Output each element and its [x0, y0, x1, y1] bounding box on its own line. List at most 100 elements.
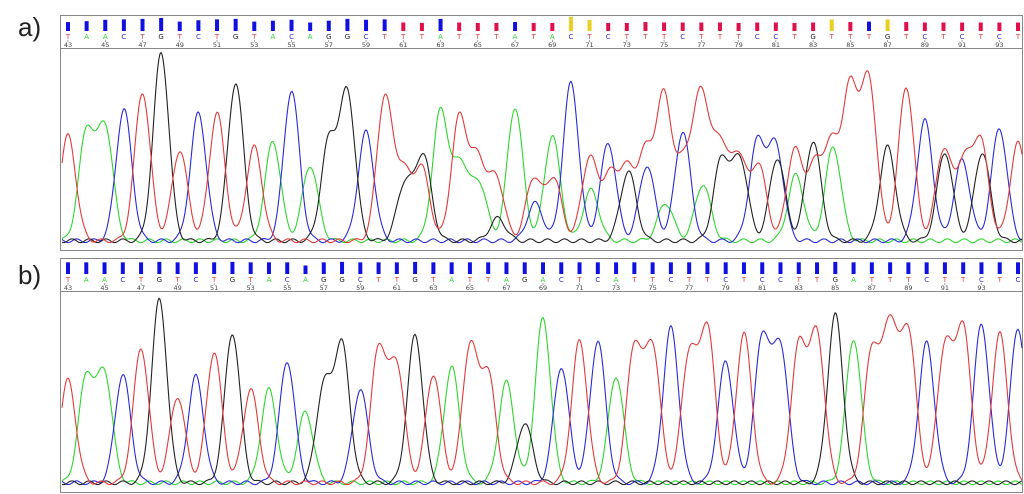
quality-bar	[84, 21, 89, 31]
base-call-letter: T	[978, 33, 984, 41]
quality-bar	[941, 22, 946, 31]
base-call-letter: A	[614, 276, 619, 284]
quality-bar	[778, 262, 783, 274]
quality-bar	[382, 19, 387, 31]
base-call-letter: C	[680, 33, 685, 41]
quality-bar	[84, 262, 89, 274]
base-call-letter: C	[960, 33, 965, 41]
quality-bar	[568, 19, 573, 31]
quality-bar	[680, 22, 685, 31]
quality-bar	[504, 262, 509, 274]
quality-bar	[140, 18, 145, 31]
quality-bar	[815, 262, 820, 274]
base-call-letter: T	[467, 276, 473, 284]
quality-bar	[438, 18, 443, 31]
base-call-letter: A	[438, 33, 443, 41]
base-call-letter: T	[791, 33, 797, 41]
quality-bar	[961, 262, 966, 274]
position-label: 53	[250, 41, 258, 49]
quality-bar	[942, 262, 947, 274]
quality-bar	[449, 262, 454, 274]
quality-bar	[230, 261, 235, 274]
base-call-letter: T	[717, 33, 723, 41]
position-label: 91	[941, 284, 949, 292]
position-label: 43	[64, 41, 72, 49]
quality-bar	[121, 19, 126, 31]
base-call-letter: G	[157, 276, 162, 284]
quality-bar	[431, 262, 436, 274]
base-call-letter: A	[513, 33, 518, 41]
position-label: 43	[64, 284, 72, 292]
base-call-letter: T	[456, 33, 462, 41]
base-call-letter: A	[103, 33, 108, 41]
quality-bar	[252, 21, 257, 31]
quality-bar	[139, 262, 144, 274]
position-label: 57	[325, 41, 333, 49]
quality-bar	[736, 22, 741, 31]
quality-bar	[541, 262, 545, 274]
quality-bar	[699, 22, 704, 31]
position-label: 67	[511, 41, 519, 49]
position-label: 73	[612, 284, 620, 292]
quality-bar	[413, 261, 418, 274]
base-call-letter: G	[810, 33, 815, 41]
quality-bar	[796, 262, 801, 274]
quality-bar	[906, 262, 911, 274]
base-call-letter: T	[419, 33, 425, 41]
position-label: 53	[247, 284, 255, 292]
position-label: 61	[393, 284, 401, 292]
position-label: 49	[176, 41, 184, 49]
quality-bar-marker	[587, 19, 592, 23]
quality-bar	[848, 22, 853, 31]
base-call-letter: A	[84, 276, 89, 284]
quality-bar	[792, 22, 797, 31]
quality-bar	[376, 262, 381, 274]
quality-bar	[340, 261, 345, 274]
base-call-letter: G	[233, 33, 238, 41]
quality-bar	[531, 22, 536, 31]
quality-bar	[457, 22, 462, 31]
quality-bar	[1016, 22, 1020, 31]
base-call-letter: A	[303, 276, 308, 284]
quality-bar	[285, 262, 290, 274]
base-call-letter: C	[924, 276, 929, 284]
base-call-letter: T	[940, 33, 946, 41]
base-call-letter: C	[364, 33, 369, 41]
position-label: 65	[474, 41, 482, 49]
quality-bar	[888, 262, 893, 274]
quality-bar	[760, 262, 765, 274]
base-call-letter: G	[833, 276, 838, 284]
position-label: 59	[356, 284, 364, 292]
quality-bar	[177, 21, 182, 31]
quality-bar	[66, 262, 70, 274]
quality-bar	[321, 262, 326, 274]
base-call-letter: T	[214, 33, 220, 41]
quality-bar	[997, 262, 1002, 274]
base-call-letter: T	[869, 276, 875, 284]
quality-bar	[103, 19, 108, 31]
base-call-letter: T	[642, 33, 648, 41]
quality-bar	[869, 262, 874, 274]
position-label: 49	[173, 284, 181, 292]
base-call-letter: T	[796, 276, 802, 284]
position-label: 87	[883, 41, 891, 49]
base-call-letter: T	[65, 276, 71, 284]
quality-bar	[233, 18, 238, 31]
base-call-letter: T	[866, 33, 872, 41]
quality-bar	[486, 262, 491, 274]
position-label: 91	[958, 41, 966, 49]
position-label: 81	[758, 284, 766, 292]
base-call-letter: T	[576, 276, 582, 284]
base-call-letter: T	[493, 33, 499, 41]
base-call-letter: C	[723, 276, 728, 284]
base-call-letter: T	[382, 33, 388, 41]
position-label: 47	[138, 41, 146, 49]
base-call-letter: C	[668, 276, 673, 284]
base-call-letter: A	[267, 276, 272, 284]
base-call-letter: T	[485, 276, 491, 284]
quality-bar	[559, 262, 564, 274]
base-call-letter: T	[649, 276, 655, 284]
base-call-letter: T	[661, 33, 667, 41]
